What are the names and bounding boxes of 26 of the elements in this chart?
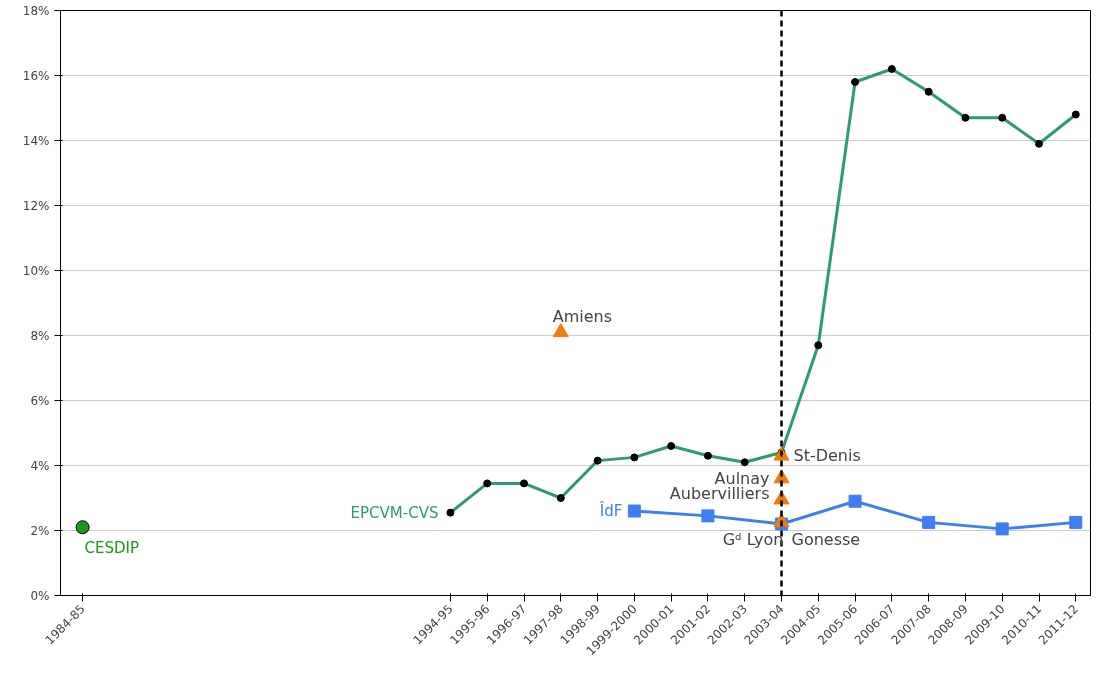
annotation: Aulnay (714, 469, 770, 488)
point (552, 323, 569, 338)
y-tick-label: 2% (30, 523, 50, 538)
y-tick-label: 6% (30, 393, 50, 408)
point (995, 522, 1009, 536)
point (701, 509, 715, 523)
y-tick-label: 12% (22, 198, 50, 213)
annotation: Gonesse (791, 530, 861, 550)
y-tick-label: 10% (22, 263, 50, 278)
point (922, 515, 936, 529)
point (75, 520, 90, 535)
annotation: Gᵈ Lyon (722, 530, 784, 550)
annotation: St-Denis (793, 446, 861, 466)
point (627, 504, 641, 518)
y-tick-label: 16% (22, 68, 50, 83)
y-tick-label: 18% (22, 3, 50, 18)
point (1069, 515, 1083, 529)
y-tick-label: 4% (30, 458, 50, 473)
annotation: Amiens (552, 307, 613, 327)
y-tick-label: 14% (22, 133, 50, 148)
y-tick-label: 0% (30, 588, 50, 603)
series-label: ÎdF (598, 501, 623, 520)
point (848, 494, 862, 508)
y-tick-label: 8% (30, 328, 50, 343)
series-label: CESDIP (84, 539, 140, 558)
series-label: EPCVM-CVS (350, 503, 439, 522)
